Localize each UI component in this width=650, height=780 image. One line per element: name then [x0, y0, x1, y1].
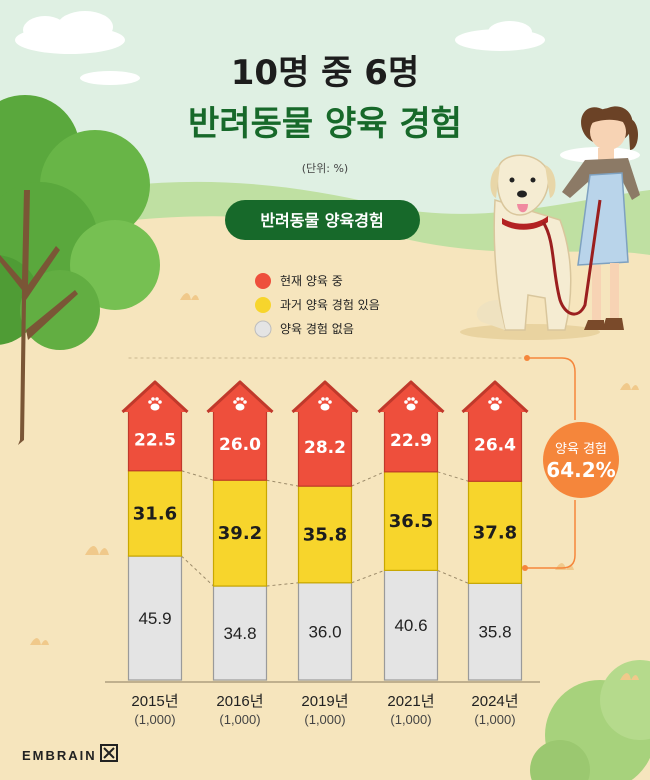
sample-size-label: (1,000): [134, 712, 175, 727]
legend-label-past: 과거 양육 경험 있음: [280, 298, 380, 312]
sample-size-label: (1,000): [474, 712, 515, 727]
bar-segment-past: [212, 479, 268, 587]
data-label-past: 37.8: [473, 522, 517, 543]
brand-logo: EMBRAIN: [22, 748, 97, 763]
bar-segment-none: [127, 555, 183, 681]
year-label: 2024년: [471, 693, 518, 710]
data-label-none: 36.0: [308, 622, 341, 641]
legend-label-current: 현재 양육 중: [280, 274, 343, 288]
legend-label-none: 양육 경험 없음: [280, 322, 354, 336]
data-label-none: 35.8: [478, 623, 511, 642]
title-line1: 10명 중 6명: [231, 53, 420, 93]
legend-swatch-none: [254, 320, 272, 338]
bar-roof: [461, 380, 529, 414]
grass-tuft-decoration: [30, 293, 639, 680]
bar-roof: [291, 380, 359, 414]
badge-line1: 양육 경험: [555, 442, 607, 457]
stacked-bars: 45.9 31.6 22.5 2015년 (1,000) 34.8 39.2 26.0 2016…: [121, 380, 529, 727]
bar-segment-past: [383, 471, 439, 571]
bar-segment-none: [297, 582, 353, 681]
bar-segment-current: [127, 409, 183, 472]
year-label: 2016년: [216, 693, 263, 710]
bar-roof: [121, 380, 189, 414]
paw-icon: [318, 397, 332, 411]
badge-bracket: [527, 357, 576, 420]
bar-roof: [377, 380, 445, 414]
sample-size-label: (1,000): [219, 712, 260, 727]
sample-size-label: (1,000): [390, 712, 431, 727]
title-line2: 반려동물 양육 경험: [188, 104, 462, 144]
bar-segment-none: [212, 585, 268, 681]
paw-icon: [488, 397, 502, 411]
subtitle-label: 반려동물 양육경험: [260, 211, 383, 230]
data-label-current: 28.2: [304, 438, 346, 458]
bar-segment-current: [212, 409, 268, 481]
paw-icon: [404, 397, 418, 411]
legend: 현재 양육 중 과거 양육 경험 있음 양육 경험 없음: [254, 273, 380, 338]
data-label-past: 35.8: [303, 524, 347, 545]
badge-bracket-dot-top: [524, 355, 530, 361]
bar-segment-none: [383, 569, 439, 681]
data-label-current: 26.4: [474, 436, 516, 456]
paw-icon: [148, 397, 162, 411]
year-label: 2019년: [301, 693, 348, 710]
badge-bracket-lower: [525, 500, 576, 569]
legend-swatch-past: [255, 297, 271, 313]
connector-line: [181, 555, 214, 587]
experience-badge: [543, 422, 619, 498]
connector-line: [266, 582, 299, 587]
data-label-current: 22.5: [134, 430, 176, 450]
legend-swatch-current: [255, 273, 271, 289]
data-label-none: 45.9: [138, 609, 171, 628]
data-label-current: 26.0: [219, 435, 261, 455]
badge-line2: 64.2%: [546, 458, 615, 482]
bush-illustration: [530, 660, 650, 780]
badge-bracket-dot-bottom: [522, 565, 528, 571]
data-label-past: 31.6: [133, 503, 177, 524]
year-label: 2015년: [131, 693, 178, 710]
brand-mark-icon: [100, 744, 118, 762]
data-label-none: 34.8: [223, 624, 256, 643]
bar-segment-past: [467, 480, 523, 584]
tree-illustration: [0, 95, 160, 445]
dog-and-girl-illustration: [460, 106, 640, 340]
bar-roof: [206, 380, 274, 414]
sample-size-label: (1,000): [304, 712, 345, 727]
subtitle-pill: [225, 200, 420, 240]
data-label-past: 39.2: [218, 523, 262, 544]
unit-label: (단위: %): [302, 162, 348, 175]
data-label-none: 40.6: [394, 616, 427, 635]
data-label-current: 22.9: [390, 431, 432, 451]
data-label-past: 36.5: [389, 511, 433, 532]
year-label: 2021년: [387, 693, 434, 710]
paw-icon: [233, 397, 247, 411]
bar-segment-past: [297, 485, 353, 584]
bar-segment-none: [467, 582, 523, 681]
stack-connector-lines: [128, 357, 522, 587]
